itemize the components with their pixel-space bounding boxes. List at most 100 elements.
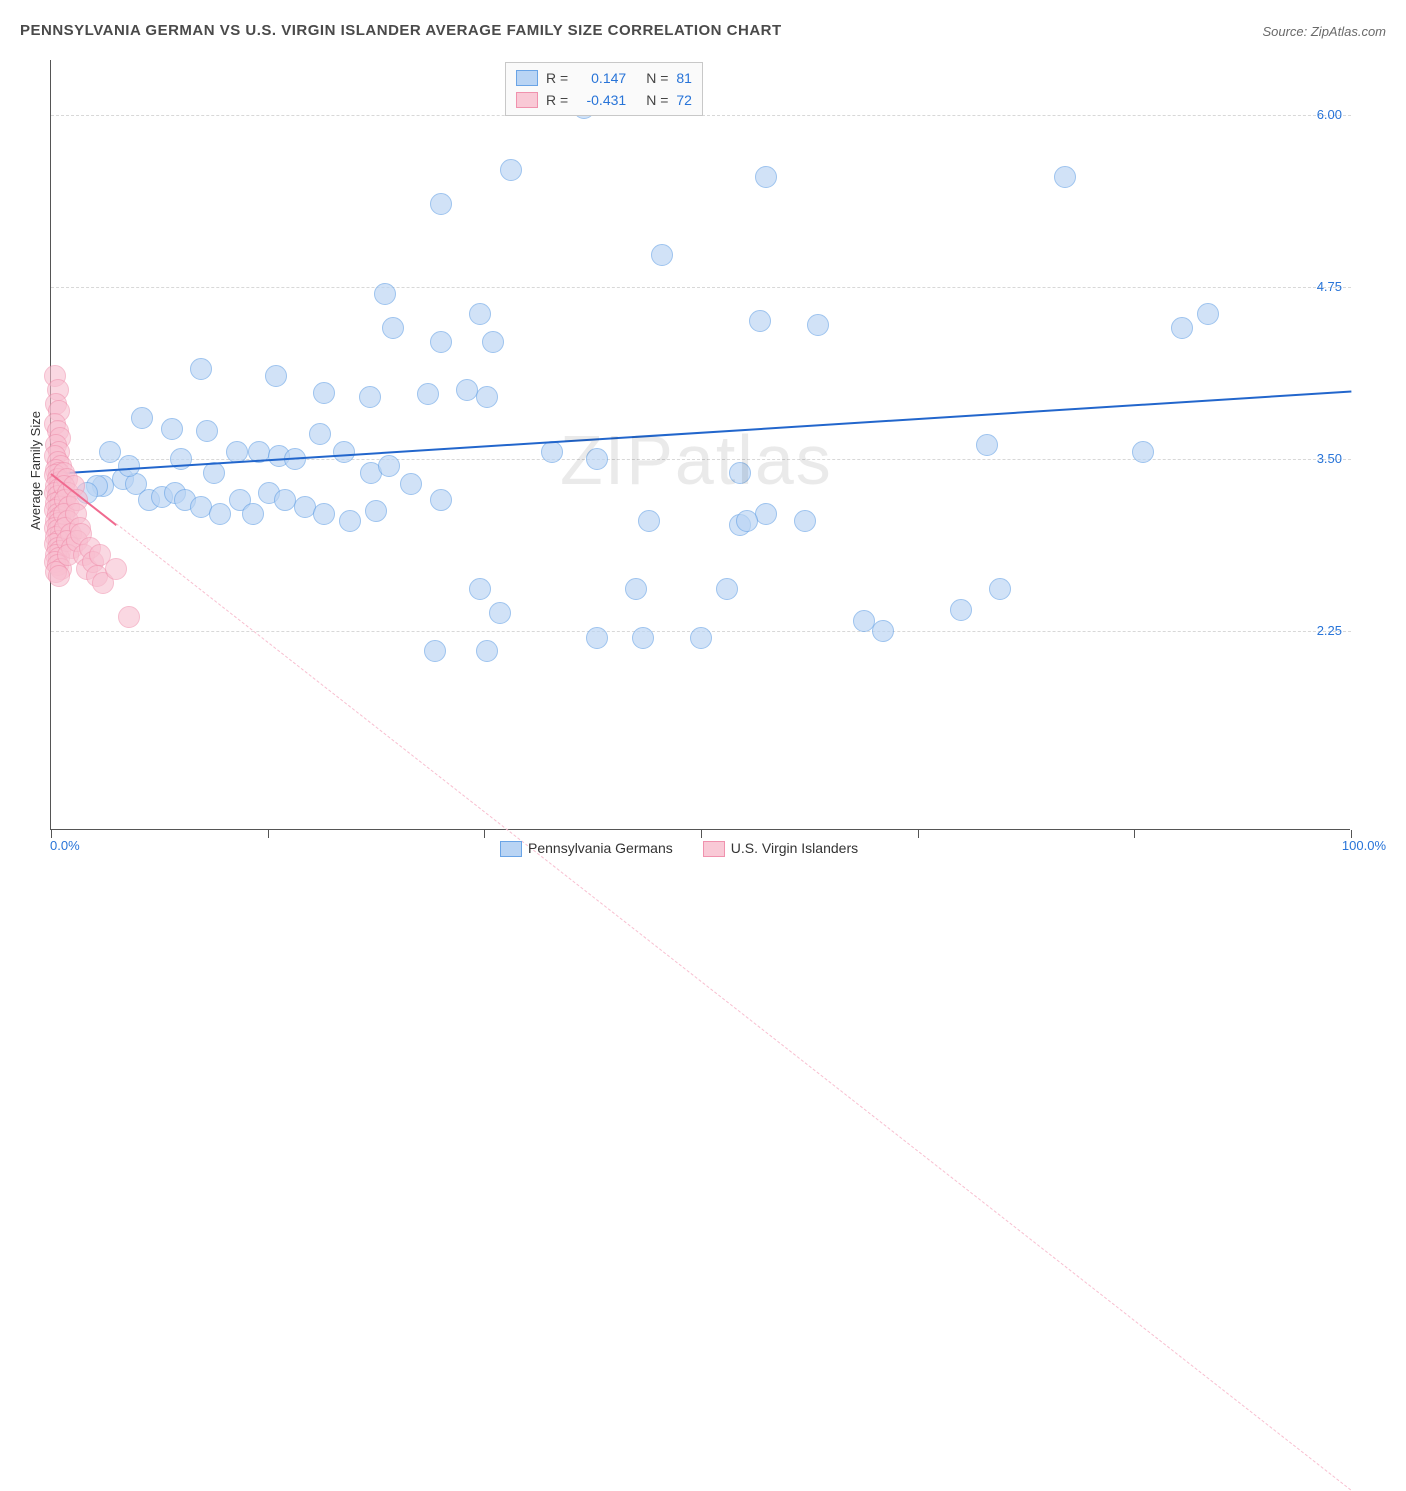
y-tick-label: 3.50 <box>1317 451 1342 466</box>
data-point <box>872 620 894 642</box>
data-point <box>749 310 771 332</box>
legend-n-label: N = <box>646 67 668 89</box>
x-tick-mark <box>484 830 485 838</box>
data-point <box>265 365 287 387</box>
data-point <box>99 441 121 463</box>
data-point <box>638 510 660 532</box>
data-point <box>226 441 248 463</box>
data-point <box>131 407 153 429</box>
data-point <box>651 244 673 266</box>
legend-r-value: -0.431 <box>576 89 626 111</box>
x-tick-mark <box>1351 830 1352 838</box>
data-point <box>1197 303 1219 325</box>
data-point <box>736 510 758 532</box>
legend-swatch <box>516 70 538 86</box>
data-point <box>1132 441 1154 463</box>
legend-swatch <box>703 841 725 857</box>
data-point <box>417 383 439 405</box>
data-point <box>976 434 998 456</box>
legend-swatch <box>516 92 538 108</box>
data-point <box>716 578 738 600</box>
trendline <box>51 390 1351 474</box>
data-point <box>950 599 972 621</box>
data-point <box>807 314 829 336</box>
legend-r-value: 0.147 <box>576 67 626 89</box>
y-tick-label: 6.00 <box>1317 107 1342 122</box>
x-axis-min-label: 0.0% <box>50 838 80 853</box>
data-point <box>500 159 522 181</box>
data-point <box>196 420 218 442</box>
legend-row: R = 0.147 N = 81 <box>516 67 692 89</box>
data-point <box>118 606 140 628</box>
data-point <box>794 510 816 532</box>
y-tick-label: 4.75 <box>1317 279 1342 294</box>
legend-correlation-box: R = 0.147 N = 81 R = -0.431 N = 72 <box>505 62 703 116</box>
data-point <box>1054 166 1076 188</box>
y-axis-label: Average Family Size <box>28 411 43 530</box>
data-point <box>333 441 355 463</box>
data-point <box>586 627 608 649</box>
gridline <box>51 287 1351 288</box>
plot-area <box>50 60 1350 830</box>
source-label: Source: ZipAtlas.com <box>1262 24 1386 39</box>
data-point <box>339 510 361 532</box>
x-tick-mark <box>268 830 269 838</box>
data-point <box>105 558 127 580</box>
data-point <box>476 386 498 408</box>
data-point <box>755 166 777 188</box>
data-point <box>430 489 452 511</box>
data-point <box>541 441 563 463</box>
legend-label: Pennsylvania Germans <box>528 840 673 856</box>
legend-item: Pennsylvania Germans <box>500 840 673 857</box>
x-tick-mark <box>51 830 52 838</box>
data-point <box>989 578 1011 600</box>
data-point <box>118 455 140 477</box>
data-point <box>1171 317 1193 339</box>
legend-series: Pennsylvania Germans U.S. Virgin Islander… <box>500 840 858 857</box>
data-point <box>365 500 387 522</box>
data-point <box>190 358 212 380</box>
x-tick-mark <box>918 830 919 838</box>
x-tick-mark <box>1134 830 1135 838</box>
data-point <box>482 331 504 353</box>
data-point <box>374 283 396 305</box>
data-point <box>161 418 183 440</box>
data-point <box>690 627 712 649</box>
data-point <box>382 317 404 339</box>
data-point <box>755 503 777 525</box>
data-point <box>469 578 491 600</box>
y-tick-label: 2.25 <box>1317 623 1342 638</box>
legend-n-label: N = <box>646 89 668 111</box>
legend-r-label: R = <box>546 67 568 89</box>
legend-swatch <box>500 841 522 857</box>
data-point <box>430 193 452 215</box>
data-point <box>400 473 422 495</box>
legend-label: U.S. Virgin Islanders <box>731 840 858 856</box>
data-point <box>242 503 264 525</box>
data-point <box>313 382 335 404</box>
chart-title: PENNSYLVANIA GERMAN VS U.S. VIRGIN ISLAN… <box>20 22 782 39</box>
data-point <box>489 602 511 624</box>
x-tick-mark <box>701 830 702 838</box>
data-point <box>378 455 400 477</box>
data-point <box>309 423 331 445</box>
legend-row: R = -0.431 N = 72 <box>516 89 692 111</box>
data-point <box>625 578 647 600</box>
legend-n-value: 81 <box>676 67 692 89</box>
data-point <box>209 503 231 525</box>
data-point <box>729 462 751 484</box>
data-point <box>424 640 446 662</box>
data-point <box>469 303 491 325</box>
legend-r-label: R = <box>546 89 568 111</box>
trendline <box>116 523 1352 1490</box>
legend-item: U.S. Virgin Islanders <box>703 840 858 857</box>
data-point <box>586 448 608 470</box>
legend-n-value: 72 <box>676 89 692 111</box>
data-point <box>48 565 70 587</box>
x-axis-max-label: 100.0% <box>1342 838 1386 853</box>
data-point <box>430 331 452 353</box>
data-point <box>632 627 654 649</box>
data-point <box>476 640 498 662</box>
data-point <box>359 386 381 408</box>
data-point <box>313 503 335 525</box>
